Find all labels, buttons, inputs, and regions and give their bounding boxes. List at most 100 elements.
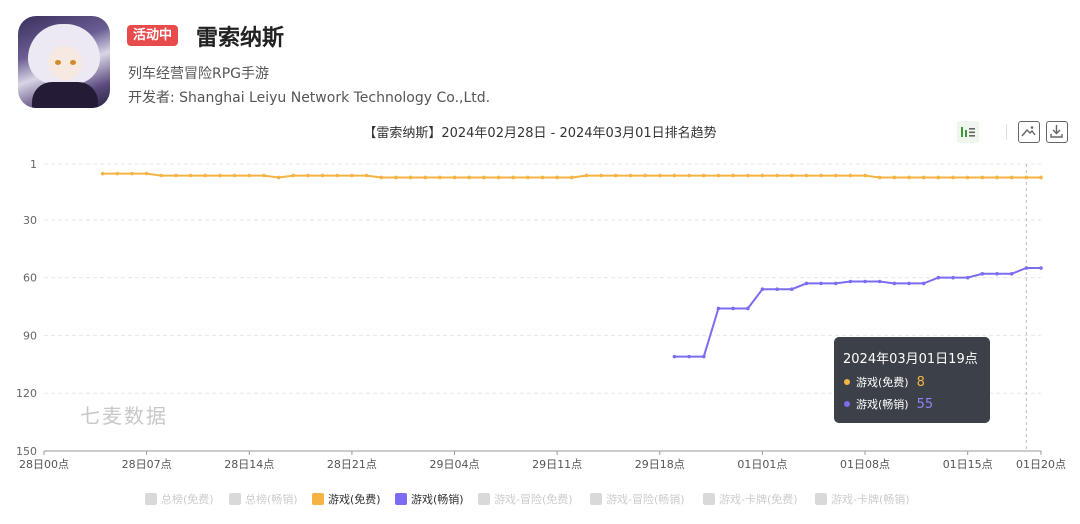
app-icon-eye-left [55,60,61,65]
app-developer: 开发者: Shanghai Leiyu Network Technology C… [128,90,491,106]
x-tick-label: 01日15点 [943,458,993,471]
y-tick-label: 150 [16,445,37,458]
y-tick-label: 60 [23,272,37,285]
bar-chart-icon [961,127,975,137]
data-point [848,279,853,284]
data-point [965,275,970,280]
legend-item[interactable]: 游戏-卡牌(免费) [703,491,798,507]
data-point [526,175,530,180]
data-point [379,175,384,180]
legend-label: 游戏-卡牌(畅销) [831,493,910,506]
data-point [789,173,794,178]
legend-swatch [590,493,602,505]
data-point [951,275,955,280]
data-point [364,173,369,178]
toolbar-divider [1006,124,1007,140]
legend-item[interactable]: 游戏(免费) [312,491,381,507]
download-button[interactable] [1046,121,1068,143]
data-point [965,175,970,180]
x-tick-label: 29日11点 [532,458,582,471]
data-point [555,175,559,180]
data-point [775,173,779,178]
data-point [687,354,691,359]
legend-item[interactable]: 游戏-冒险(免费) [478,491,573,507]
legend-swatch [312,493,324,505]
data-point [892,175,897,180]
data-point [262,173,266,178]
x-tick-label: 29日18点 [635,458,685,471]
data-point [115,171,120,176]
data-point [833,173,838,178]
data-point [980,175,985,180]
data-point [496,175,501,180]
data-point [877,175,882,180]
data-point [745,306,750,311]
data-point [350,173,354,178]
data-point [716,306,721,311]
data-point [599,173,603,178]
y-tick-label: 30 [23,214,37,227]
data-point [745,173,750,178]
data-point [936,175,941,180]
data-point [423,175,428,180]
legend-label: 总榜(免费) [161,493,214,506]
data-point [1024,266,1029,270]
data-point [701,354,706,359]
x-tick-label: 01日20点 [1016,458,1066,471]
legend-item[interactable]: 总榜(畅销) [229,491,298,507]
data-point [995,271,999,276]
legend-item[interactable]: 游戏-卡牌(畅销) [815,491,910,507]
app-icon-eye-right [70,60,76,65]
data-point [863,279,867,284]
data-point [716,173,721,178]
data-point [130,171,134,176]
data-point [804,281,809,286]
legend-label: 总榜(畅销) [245,493,298,506]
data-point [672,173,677,178]
data-point [995,175,999,180]
app-icon [18,16,110,108]
data-point [320,173,325,178]
image-icon [1021,126,1036,137]
data-point [863,173,867,178]
chart-type-toggle-button[interactable] [957,121,979,143]
legend-item[interactable]: 总榜(免费) [145,491,214,507]
data-point [892,281,897,286]
data-point [570,175,574,180]
series-line-1 [674,267,1041,358]
data-point [203,173,208,178]
x-tick-label: 28日14点 [224,458,274,471]
data-point [643,173,647,178]
data-point [731,173,735,178]
legend-label: 游戏(畅销) [411,493,464,506]
data-point [877,279,882,284]
status-badge: 活动中 [127,25,179,46]
app-icon-face [48,46,82,80]
chart-title: 【雷索纳斯】2024年02月28日 - 2024年03月01日排名趋势 [363,126,717,141]
data-point [936,275,941,280]
legend-swatch [815,493,827,505]
legend-item[interactable]: 游戏(畅销) [395,491,464,507]
app-name: 雷索纳斯 [196,26,285,51]
data-point [482,175,486,180]
tooltip-title: 2024年03月01日19点 [843,352,978,367]
tooltip-row-free: 游戏(免费) 8 [844,374,925,390]
data-point [833,281,838,286]
data-point [232,173,237,178]
legend-swatch [703,493,715,505]
data-point [1024,175,1029,180]
data-point [789,287,794,292]
legend-item[interactable]: 游戏-冒险(畅销) [590,491,685,507]
x-tick-label: 29日04点 [430,458,480,471]
data-point [687,173,691,178]
x-tick-label: 28日00点 [19,458,69,471]
data-point [1039,175,1043,180]
tooltip-value-grossing: 55 [916,396,934,412]
data-point [540,175,545,180]
save-image-button[interactable] [1018,121,1040,143]
data-point [584,173,589,178]
data-point [1009,175,1014,180]
data-point [614,173,618,178]
x-tick-label: 01日01点 [737,458,787,471]
data-point [408,175,413,180]
